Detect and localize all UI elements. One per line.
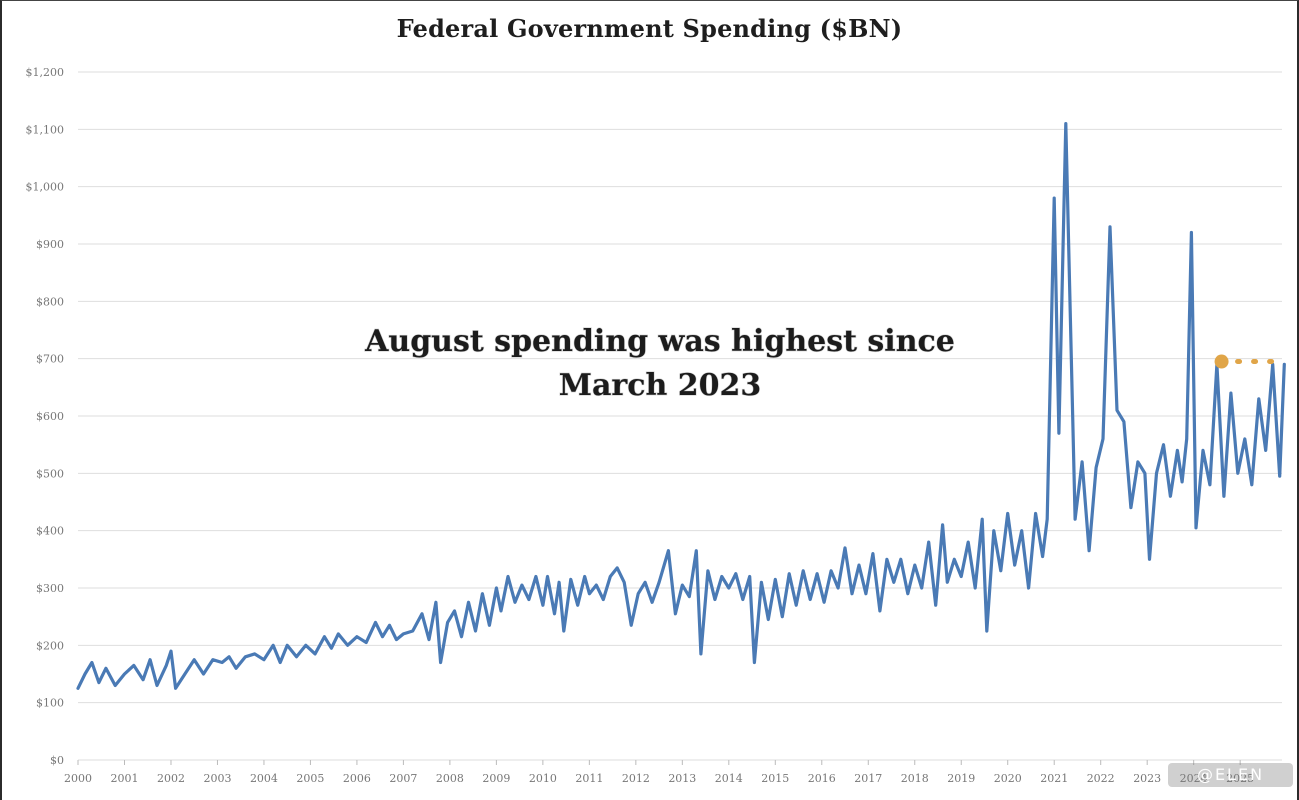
x-tick-label: 2005 — [296, 772, 324, 785]
x-tick-label: 2023 — [1133, 772, 1161, 785]
y-tick-label: $1,000 — [26, 181, 65, 194]
x-tick-label: 2017 — [854, 772, 882, 785]
x-tick-label: 2015 — [761, 772, 789, 785]
y-tick-label: $300 — [36, 582, 64, 595]
watermark-badge: @ELEN — [1168, 763, 1293, 787]
x-tick-label: 2016 — [808, 772, 836, 785]
annotation-text: August spending was highest since — [364, 324, 955, 359]
reference-group — [1214, 354, 1287, 369]
x-tick-label: 2020 — [994, 772, 1022, 785]
y-tick-label: $100 — [36, 697, 64, 710]
annotation-text: March 2023 — [559, 368, 761, 403]
chart-title: Federal Government Spending ($BN) — [396, 14, 903, 43]
x-tick-label: 2012 — [622, 772, 650, 785]
y-tick-label: $200 — [36, 639, 64, 652]
series-group — [76, 122, 1286, 690]
x-tick-label: 2024 — [1180, 772, 1208, 785]
x-tick-label: 2011 — [575, 772, 603, 785]
x-tick-label: 2014 — [715, 772, 743, 785]
y-tick-label: $500 — [36, 467, 64, 480]
x-tick-label: 2025 — [1226, 772, 1254, 785]
y-tick-label: $600 — [36, 410, 64, 423]
x-tick-label: 2010 — [529, 772, 557, 785]
x-tick-label: 2002 — [157, 772, 185, 785]
y-tick-label: $900 — [36, 238, 64, 251]
x-tick-label: 2021 — [1040, 772, 1068, 785]
x-tick-label: 2009 — [482, 772, 510, 785]
x-tick-label: 2001 — [110, 772, 138, 785]
x-tick-label: 2007 — [389, 772, 417, 785]
y-tick-label: $400 — [36, 525, 64, 538]
gridlines — [78, 71, 1282, 761]
x-tick-label: 2013 — [668, 772, 696, 785]
y-tick-label: $700 — [36, 353, 64, 366]
x-tick-label: 2003 — [203, 772, 231, 785]
reference-marker — [1214, 354, 1229, 369]
x-tick-label: 2008 — [436, 772, 464, 785]
x-tick-label: 2019 — [947, 772, 975, 785]
x-axis-ticks: 2000 2001 2002 2003 2004 2005 2006 2007 2008 2009… — [64, 760, 1254, 785]
annotation: August spending was highest since March 2… — [364, 323, 956, 403]
y-tick-label: $800 — [36, 295, 64, 308]
y-tick-label: $0 — [50, 754, 64, 767]
y-tick-label: $1,200 — [26, 66, 65, 79]
y-tick-label: $1,100 — [26, 123, 65, 136]
x-tick-label: 2022 — [1087, 772, 1115, 785]
x-tick-label: 2004 — [250, 772, 278, 785]
x-tick-label: 2018 — [901, 772, 929, 785]
x-tick-label: 2000 — [64, 772, 92, 785]
y-axis-ticks: $0 $100 $200 $300 $400 $500 $600 $700 $800 $900 $1… — [26, 66, 65, 767]
series-line — [76, 122, 1286, 690]
x-tick-label: 2006 — [343, 772, 371, 785]
